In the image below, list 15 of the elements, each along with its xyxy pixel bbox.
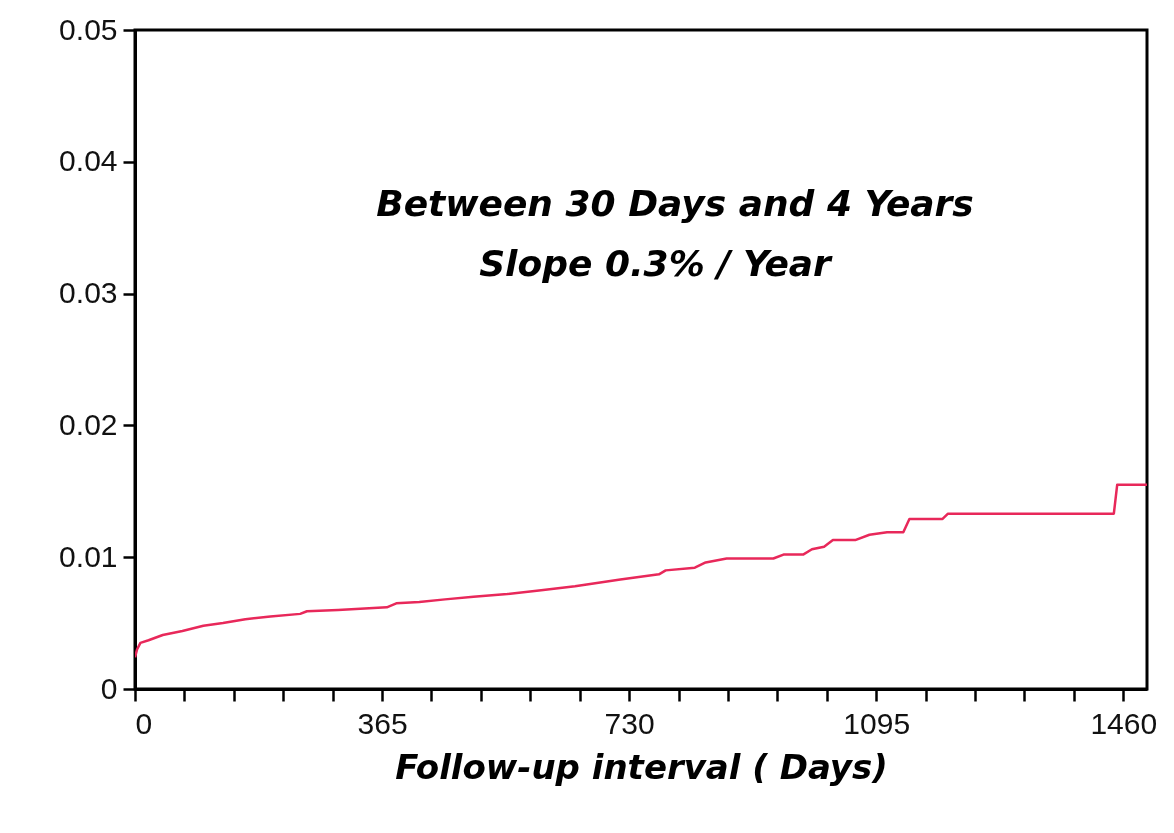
line-series: [135, 483, 1147, 659]
x-tick-label: 1460: [1090, 706, 1158, 740]
annotation: Between 30 Days and 4 Years: [376, 183, 974, 224]
x-axis-title: Follow-up interval ( Days): [395, 746, 888, 787]
x-tick-label: 1095: [843, 706, 911, 740]
x-tick-label: 365: [357, 706, 408, 740]
annotation: Slope 0.3% / Year: [479, 243, 834, 284]
y-tick-label: 0: [100, 671, 118, 705]
x-tick-label: 0: [135, 706, 153, 740]
y-tick-label: 0.02: [59, 407, 118, 441]
y-tick-label: 0.04: [59, 144, 118, 178]
x-tick-label: 730: [604, 706, 655, 740]
y-tick-label: 0.05: [59, 12, 118, 46]
y-tick-label: 0.01: [59, 539, 118, 573]
y-tick-label: 0.03: [59, 276, 118, 310]
